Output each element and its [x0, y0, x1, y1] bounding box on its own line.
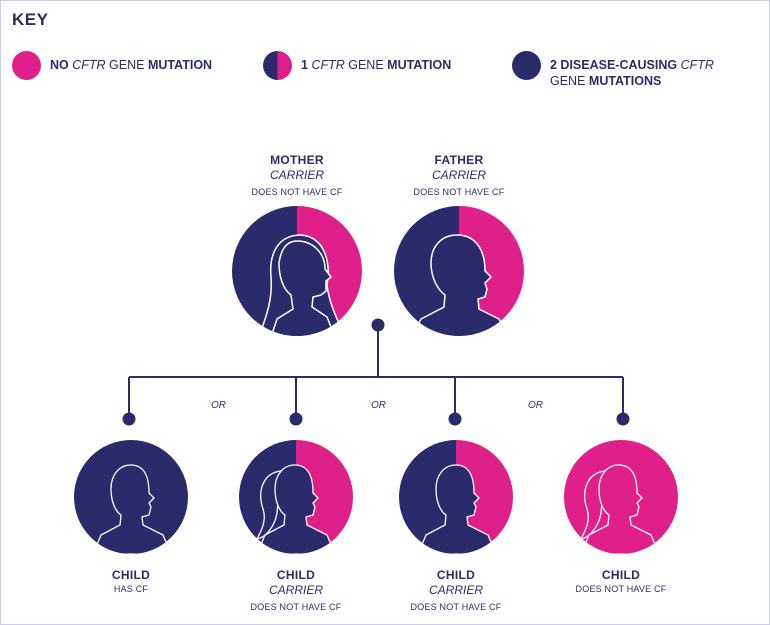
mother-role: MOTHER	[270, 153, 324, 167]
mother-label: MOTHER CARRIER DOES NOT HAVE CF	[217, 153, 377, 199]
mother-description: DOES NOT HAVE CF	[251, 187, 343, 197]
mother-icon	[232, 206, 362, 336]
child-2-label: CHILD CARRIER DOES NOT HAVE CF	[216, 568, 376, 614]
child-3-description: DOES NOT HAVE CF	[410, 602, 502, 612]
connector-dots	[122, 318, 630, 426]
mother-status: CARRIER	[269, 168, 324, 182]
child-1-label: CHILD HAS CF	[51, 568, 211, 596]
child-1-role: CHILD	[111, 568, 151, 582]
key-label-no-mutation: NO CFTR GENE MUTATION	[50, 58, 213, 72]
key-label-one-mutation: 1 CFTR GENE MUTATION	[301, 58, 452, 72]
key-item-two-mutations: 2 DISEASE-CAUSING CFTR GENE MUTATIONS	[512, 51, 714, 89]
child-3-icon	[399, 440, 513, 554]
child-4-label: CHILD DOES NOT HAVE CF	[541, 568, 701, 596]
child-2-role: CHILD	[276, 568, 316, 582]
father-label: FATHER CARRIER DOES NOT HAVE CF	[379, 153, 539, 199]
child-2-description: DOES NOT HAVE CF	[250, 602, 342, 612]
child-4-icon	[564, 440, 678, 554]
father-icon	[394, 206, 524, 336]
father-role: FATHER	[434, 153, 484, 167]
navy-circle-icon	[512, 51, 541, 80]
pink-circle-icon	[12, 51, 41, 80]
child-4-role: CHILD	[601, 568, 641, 582]
child-2-status: CARRIER	[268, 583, 323, 597]
key-item-one-mutation: 1 CFTR GENE MUTATION	[263, 51, 451, 80]
father-status: CARRIER	[431, 168, 486, 182]
or-label-3: OR	[528, 400, 543, 411]
tree-connectors	[128, 325, 624, 419]
child-3-role: CHILD	[436, 568, 476, 582]
key-item-no-mutation: NO CFTR GENE MUTATION	[12, 51, 212, 80]
key-title: KEY	[12, 10, 49, 29]
child-1-description: HAS CF	[113, 584, 149, 594]
child-3-label: CHILD CARRIER DOES NOT HAVE CF	[376, 568, 536, 614]
or-label-2: OR	[371, 400, 386, 411]
half-circle-icon	[263, 51, 292, 80]
child-1-icon	[74, 440, 188, 554]
child-2-icon	[239, 440, 353, 554]
child-3-status: CARRIER	[428, 583, 483, 597]
child-4-description: DOES NOT HAVE CF	[575, 584, 667, 594]
father-description: DOES NOT HAVE CF	[413, 187, 505, 197]
key-label-two-mutations: 2 DISEASE-CAUSING CFTR GENE MUTATIONS	[550, 58, 714, 88]
or-label-1: OR	[211, 400, 226, 411]
